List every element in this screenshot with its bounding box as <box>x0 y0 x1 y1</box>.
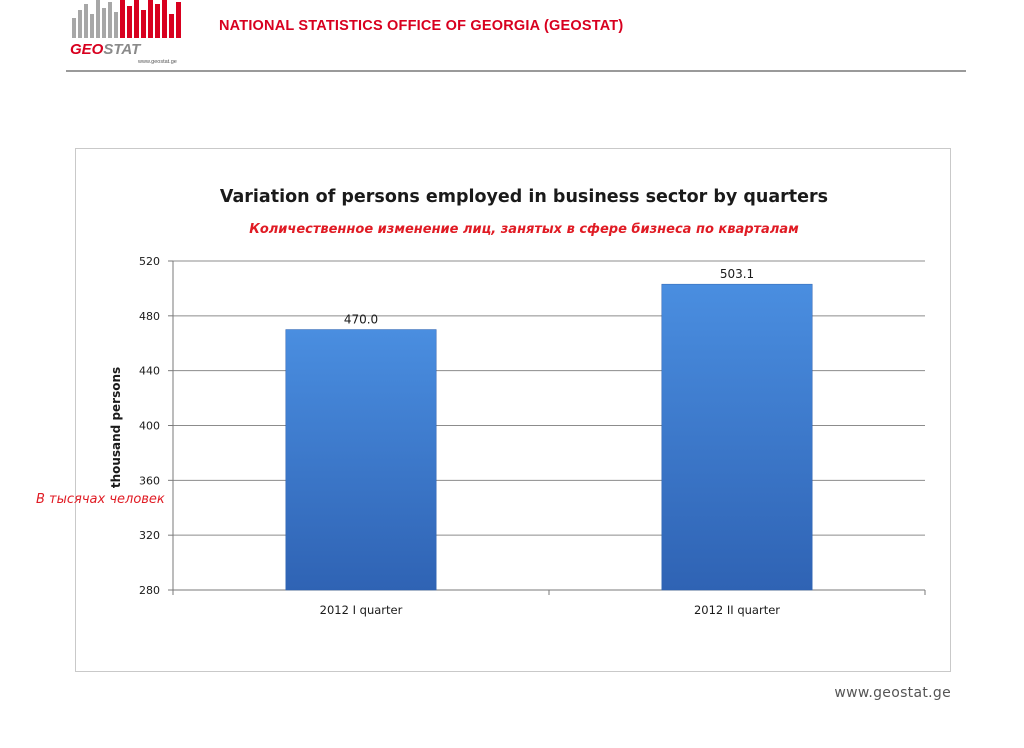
y-tick-label: 280 <box>139 584 160 597</box>
y-tick-label: 400 <box>139 420 160 433</box>
y-tick-label: 360 <box>139 474 160 487</box>
chart-title: Variation of persons employed in busines… <box>219 187 829 207</box>
footer-url[interactable]: www.geostat.ge <box>834 685 951 701</box>
y-tick-label: 520 <box>139 255 160 268</box>
logo-wordmark: GEOSTAT <box>70 41 142 58</box>
logo-bars-icon <box>72 0 181 38</box>
y-tick-label: 480 <box>139 310 160 323</box>
header-divider <box>66 70 966 72</box>
x-category-label: 2012 I quarter <box>320 603 403 617</box>
y-tick-label: 440 <box>139 365 160 378</box>
data-label: 503.1 <box>720 267 754 281</box>
x-category-label: 2012 II quarter <box>694 603 780 617</box>
y-axis-unit-russian: В тысячах человек <box>36 492 165 507</box>
y-axis-label: thousand persons <box>109 367 123 488</box>
bar-1 <box>285 329 437 591</box>
data-label: 470.0 <box>344 313 378 327</box>
bar-2 <box>661 283 813 591</box>
y-tick-label: 320 <box>139 529 160 542</box>
chart-subtitle: Количественное изменение лиц, занятых в … <box>249 222 799 237</box>
logo-url: www.geostat.ge <box>137 59 177 65</box>
geostat-logo: GEOSTAT www.geostat.ge <box>70 0 181 65</box>
organization-title: NATIONAL STATISTICS OFFICE OF GEORGIA (G… <box>219 18 624 34</box>
